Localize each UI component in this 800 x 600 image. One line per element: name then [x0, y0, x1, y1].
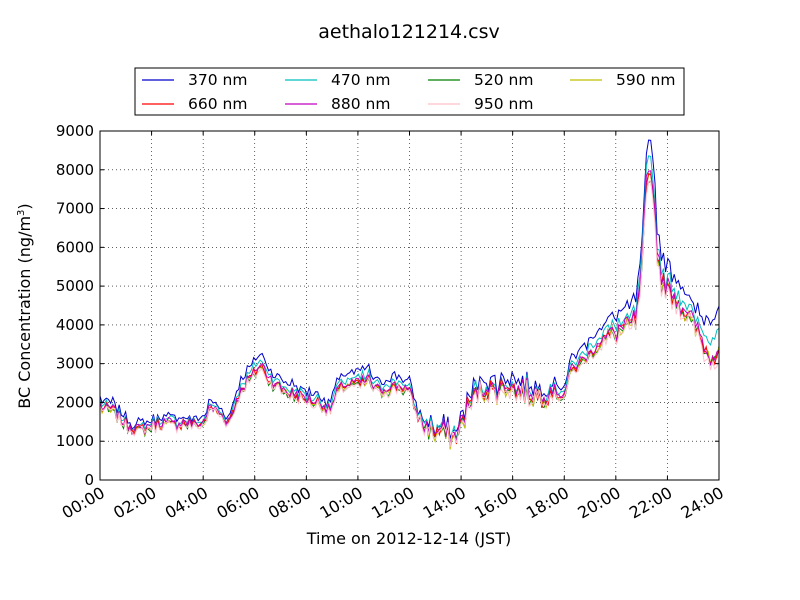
y-tick-label: 3000	[56, 355, 94, 373]
y-tick-label: 6000	[56, 238, 94, 256]
x-tick-label: 20:00	[574, 483, 623, 523]
x-tick-label: 06:00	[213, 483, 262, 523]
x-tick-label: 18:00	[523, 483, 572, 523]
legend-label: 880 nm	[331, 95, 390, 113]
y-tick-label: 2000	[56, 393, 94, 411]
y-tick-label: 8000	[56, 161, 94, 179]
x-tick-label: 14:00	[420, 483, 469, 523]
x-tick-label: 00:00	[59, 483, 108, 523]
legend-box	[134, 67, 685, 116]
legend-label: 590 nm	[616, 71, 675, 89]
y-axis-label-main: BC Concentration (ng/m	[15, 216, 34, 409]
x-tick-label: 22:00	[626, 483, 675, 523]
legend: 370 nm 470 nm 520 nm 590 nm 660 nm 880 nm 950 …	[134, 67, 685, 116]
x-axis-label: Time on 2012-12-14 (JST)	[306, 529, 511, 548]
legend-label: 370 nm	[188, 71, 247, 89]
series-line-370-nm	[99, 139, 720, 439]
y-tick-label: 1000	[56, 432, 94, 450]
y-tick-label: 7000	[56, 200, 94, 218]
y-tick-label: 5000	[56, 277, 94, 295]
y-axis-label-close: )	[15, 203, 34, 209]
y-axis-ticks: 0 1000 2000 3000 4000 5000 6000 7000 8000 9000	[56, 122, 719, 489]
y-tick-label: 4000	[56, 316, 94, 334]
series-lines	[99, 139, 720, 450]
x-tick-label: 02:00	[110, 483, 159, 523]
x-tick-label: 10:00	[316, 483, 365, 523]
y-tick-label: 9000	[56, 122, 94, 140]
x-tick-label: 16:00	[471, 483, 520, 523]
x-tick-label: 12:00	[368, 483, 417, 523]
x-tick-label: 04:00	[162, 483, 211, 523]
x-tick-label: 24:00	[678, 483, 727, 523]
legend-label: 520 nm	[474, 71, 533, 89]
x-tick-label: 08:00	[265, 483, 314, 523]
chart-title: aethalo121214.csv	[318, 21, 500, 43]
legend-label: 660 nm	[188, 95, 247, 113]
y-axis-label-superscript: 3	[16, 210, 27, 216]
series-line-950-nm	[99, 179, 720, 448]
y-tick-label: 0	[84, 471, 94, 489]
y-axis-label: BC Concentration (ng/m3)	[15, 203, 34, 408]
legend-label: 470 nm	[331, 71, 390, 89]
series-line-880-nm	[99, 170, 720, 445]
legend-label: 950 nm	[474, 95, 533, 113]
